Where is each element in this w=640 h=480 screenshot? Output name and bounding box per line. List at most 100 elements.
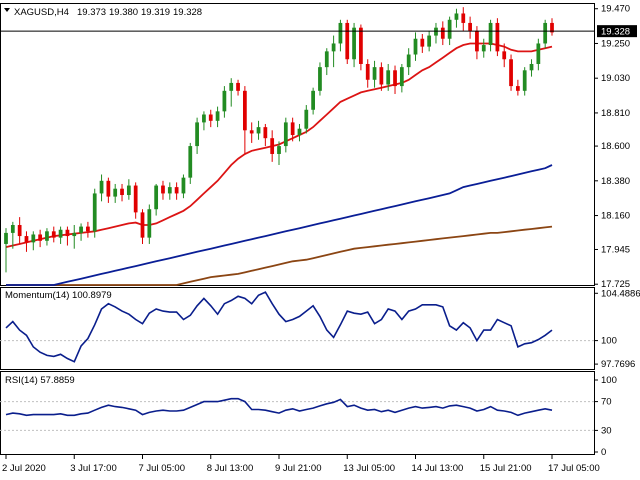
price-axis-label: 19.470: [601, 4, 630, 15]
candle: [550, 18, 554, 36]
candle: [202, 111, 206, 131]
candle-body: [283, 122, 288, 147]
candle: [509, 54, 513, 91]
candle-body: [522, 70, 527, 91]
candle-body: [427, 35, 432, 47]
candle-body: [263, 127, 268, 139]
momentum-pane[interactable]: 104.4886 100 97.7696 Momentum(14) 100.8979: [0, 287, 640, 371]
price-pane[interactable]: 19.470 19.250 19.030 18.810 18.600 18.380 18.1…: [0, 3, 637, 291]
candle: [140, 209, 145, 244]
close-price: 19.328: [173, 7, 202, 18]
candle-body: [236, 82, 240, 91]
price-axis-label: 17.725: [601, 279, 630, 290]
candle: [236, 79, 240, 96]
candle: [461, 7, 466, 31]
candle-body: [324, 51, 329, 68]
candle-body: [208, 114, 213, 121]
candle: [270, 130, 275, 162]
candle: [161, 180, 165, 200]
time-axis-label: 9 Jul 21:00: [275, 463, 321, 474]
candle-body: [17, 225, 22, 237]
candle-body: [311, 90, 316, 110]
rsi-pane[interactable]: 100 70 30 0 RSI(14) 57.8859: [0, 371, 617, 459]
candle-body: [222, 90, 227, 112]
candle: [65, 226, 70, 246]
candle-body: [318, 67, 322, 91]
candle: [359, 24, 363, 71]
dropdown-triangle-icon[interactable]: [4, 8, 10, 12]
momentum-line: [5, 291, 553, 363]
candle-body: [345, 22, 350, 60]
candle: [4, 228, 8, 273]
candle: [113, 183, 118, 203]
time-axis-label: 2 Jul 2020: [2, 463, 46, 474]
candle: [372, 60, 377, 88]
candle-body: [468, 22, 472, 31]
symbol-label: XAGUSD,H4: [14, 7, 69, 18]
candle: [495, 18, 500, 57]
candle-body: [399, 67, 404, 87]
candle: [38, 229, 43, 248]
candle-body: [31, 234, 36, 243]
candle-body: [502, 51, 507, 60]
candle: [502, 43, 507, 68]
time-axis-label: 17 Jul 05:00: [548, 463, 600, 474]
candle-body: [372, 67, 377, 80]
candle: [10, 221, 15, 249]
candle: [522, 67, 527, 96]
current-price-tag: 19.328: [597, 25, 637, 38]
time-axis-label: 14 Jul 13:00: [412, 463, 464, 474]
candle: [242, 86, 247, 154]
rsi-axis-label: 100: [601, 375, 617, 386]
candle: [386, 63, 391, 91]
candle-body: [229, 82, 234, 91]
candle-body: [297, 128, 302, 136]
candle-body: [126, 185, 131, 196]
candle-body: [140, 212, 145, 238]
candle: [304, 105, 309, 134]
momentum-axis-label: 100: [601, 336, 617, 347]
candle-body: [174, 187, 179, 194]
candle-body: [24, 236, 29, 243]
candle-body: [256, 127, 261, 134]
candle: [31, 231, 36, 251]
candle-body: [4, 232, 8, 244]
candle-body: [120, 188, 124, 196]
candle: [99, 174, 104, 202]
candle-body: [106, 180, 111, 197]
candle: [58, 226, 63, 244]
candle-body: [420, 38, 425, 47]
candle: [256, 120, 261, 140]
candle-body: [550, 22, 554, 33]
candle: [147, 204, 152, 244]
candle: [338, 19, 343, 52]
candle-body: [413, 38, 418, 55]
candle: [406, 48, 411, 76]
candle-body: [86, 226, 90, 232]
candle-body: [365, 63, 370, 80]
candle: [263, 123, 268, 147]
candle: [427, 30, 432, 52]
candle-body: [386, 70, 391, 85]
candle-body: [38, 234, 43, 241]
candle: [17, 217, 22, 244]
price-axis-label: 19.250: [601, 38, 630, 49]
candle: [51, 226, 56, 243]
candle-body: [481, 45, 486, 52]
candle-body: [440, 27, 445, 39]
candle: [86, 221, 90, 238]
candle-body: [529, 63, 534, 71]
candle: [208, 109, 213, 128]
candle: [536, 38, 541, 71]
candle: [515, 79, 520, 96]
candle-body: [113, 188, 118, 197]
candle-body: [270, 138, 275, 154]
rsi-axis-label: 70: [601, 397, 612, 408]
candle: [283, 117, 288, 153]
momentum-axis-label: 97.7696: [601, 359, 635, 370]
candle: [345, 19, 350, 64]
candle: [324, 48, 329, 76]
high-price: 19.380: [109, 7, 138, 18]
candle-body: [147, 209, 152, 238]
